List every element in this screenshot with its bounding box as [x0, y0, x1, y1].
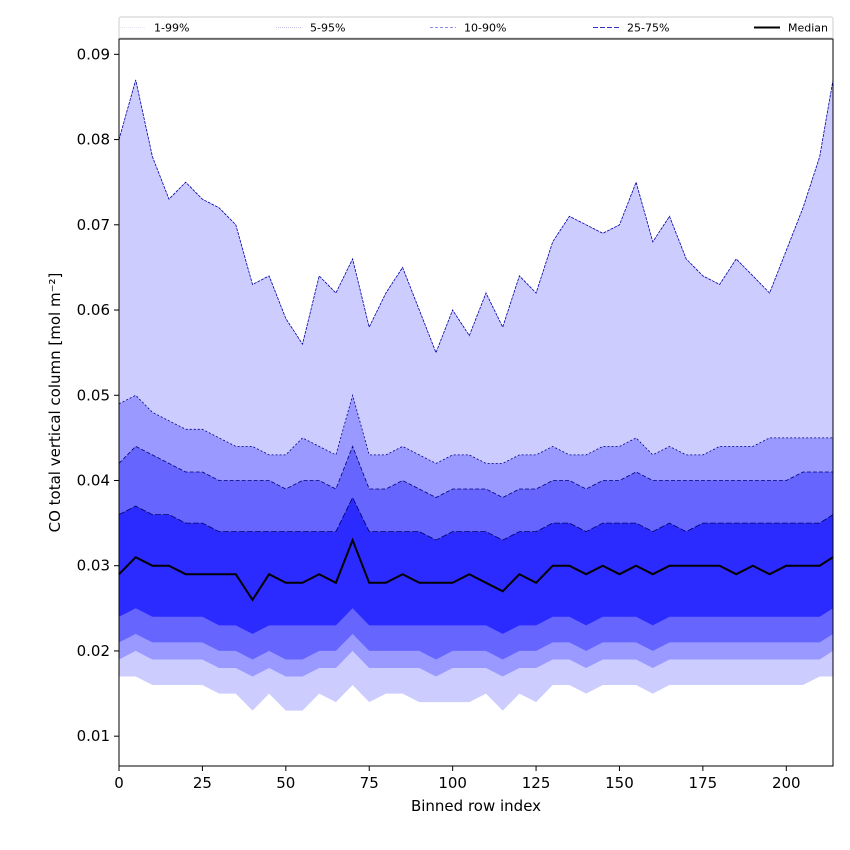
x-tick-label: 50	[276, 774, 295, 792]
legend-item: Median	[754, 22, 828, 35]
y-tick-label: 0.04	[77, 471, 110, 489]
y-axis: 0.01 0.02 0.03 0.04 0.05 0.06 0.07 0.08 0.09	[77, 45, 119, 745]
legend: 1-99% 5-95% 10-90% 25-75% Median	[118, 16, 834, 39]
y-tick-label: 0.03	[77, 557, 110, 575]
y-tick-label: 0.05	[77, 386, 110, 404]
median-line	[118, 537, 834, 602]
legend-label: 1-99%	[154, 22, 189, 35]
legend-item: 10-90%	[430, 22, 506, 35]
x-axis: 0 25 50 75 100 125 150 175 200	[114, 766, 801, 792]
legend-box	[118, 16, 834, 39]
x-tick-label: 100	[438, 774, 467, 792]
x-tick-label: 125	[522, 774, 551, 792]
y-tick-label: 0.01	[77, 727, 110, 745]
x-tick-label: 200	[772, 774, 801, 792]
x-tick-label: 150	[605, 774, 634, 792]
band-edge-75pct	[118, 496, 834, 541]
x-tick-label: 75	[360, 774, 379, 792]
legend-label: 10-90%	[464, 22, 506, 35]
legend-label: 5-95%	[310, 22, 345, 35]
percentile-band-edges	[118, 79, 834, 541]
legend-item: 5-95%	[276, 22, 345, 35]
y-tick-label: 0.07	[77, 216, 110, 234]
legend-label: 25-75%	[627, 22, 669, 35]
x-axis-label: Binned row index	[411, 797, 541, 815]
band-edge-95pct	[118, 393, 833, 464]
y-axis-label: CO total vertical column [mol m⁻²]	[46, 273, 64, 533]
legend-label: Median	[788, 22, 828, 35]
y-tick-label: 0.06	[77, 301, 110, 319]
y-tick-label: 0.02	[77, 642, 110, 660]
x-tick-label: 175	[689, 774, 718, 792]
band-edge-90pct	[118, 445, 833, 498]
plot-frame	[118, 38, 834, 767]
x-tick-label: 25	[193, 774, 212, 792]
y-tick-label: 0.09	[77, 45, 110, 63]
legend-item: 25-75%	[593, 22, 669, 35]
legend-item: 1-99%	[120, 22, 189, 35]
median-series	[118, 537, 834, 602]
band-edge-99pct	[118, 79, 834, 354]
x-tick-label: 0	[114, 774, 124, 792]
percentile-bands	[119, 79, 833, 711]
y-tick-label: 0.08	[77, 131, 110, 149]
